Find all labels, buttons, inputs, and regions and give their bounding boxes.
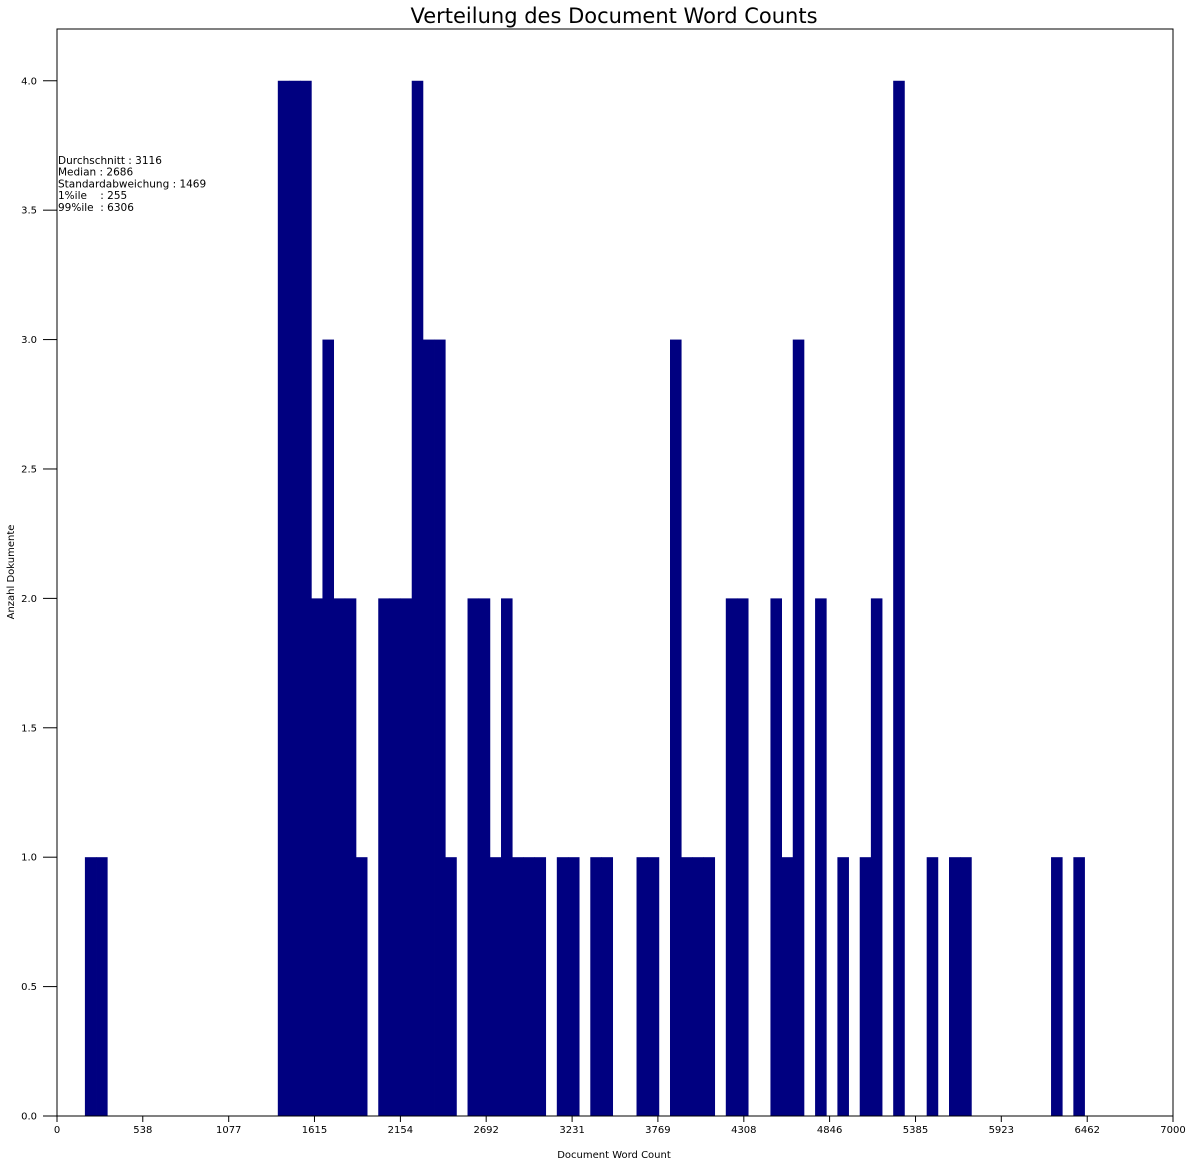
histogram-bar bbox=[478, 598, 491, 1116]
histogram-bar bbox=[378, 598, 390, 1116]
histogram-bar bbox=[277, 80, 290, 1116]
x-tick-label: 6462 bbox=[1075, 1125, 1100, 1136]
histogram-bar bbox=[815, 598, 827, 1116]
y-tick-label: 3.0 bbox=[21, 335, 37, 346]
stats-line: Standardabweichung : 1469 bbox=[58, 178, 206, 190]
histogram-bar bbox=[489, 857, 502, 1116]
x-tick-label: 2154 bbox=[388, 1125, 413, 1136]
y-tick-label: 2.0 bbox=[21, 594, 37, 605]
x-tick-label: 3231 bbox=[559, 1125, 584, 1136]
histogram-bar bbox=[501, 598, 513, 1116]
y-tick-label: 4.0 bbox=[21, 76, 37, 87]
stats-line: Median : 2686 bbox=[58, 167, 133, 179]
x-tick-label: 3769 bbox=[645, 1125, 670, 1136]
histogram-bar bbox=[949, 857, 961, 1116]
histogram-bar bbox=[859, 857, 872, 1116]
x-tick-label: 2692 bbox=[473, 1125, 498, 1136]
stats-line: 1%ile : 255 bbox=[58, 190, 127, 202]
histogram-bar bbox=[355, 857, 368, 1116]
histogram-bar bbox=[567, 857, 580, 1116]
histogram-bar bbox=[311, 598, 323, 1116]
stats-line: 99%ile : 6306 bbox=[58, 202, 134, 214]
histogram-bar bbox=[837, 857, 849, 1116]
histogram-bar bbox=[333, 598, 346, 1116]
x-axis: 0 538 1077 1615 2154 2692 3231 3769 4308 4846 5385… bbox=[54, 1116, 1186, 1136]
histogram-bar bbox=[590, 857, 602, 1116]
bars-layer bbox=[84, 80, 1085, 1116]
x-tick-label: 538 bbox=[133, 1125, 152, 1136]
y-tick-label: 0.5 bbox=[21, 982, 37, 993]
y-tick-label: 1.5 bbox=[21, 723, 37, 734]
x-tick-label: 7000 bbox=[1160, 1125, 1185, 1136]
stats-line: Durchschnitt : 3116 bbox=[58, 155, 162, 167]
y-tick-label: 3.5 bbox=[21, 206, 37, 217]
histogram-bar bbox=[770, 598, 782, 1116]
x-tick-label: 5923 bbox=[989, 1125, 1014, 1136]
histogram-bar bbox=[1073, 857, 1085, 1116]
chart-title: Verteilung des Document Word Counts bbox=[410, 4, 817, 28]
histogram-bar bbox=[344, 598, 357, 1116]
y-tick-label: 1.0 bbox=[21, 853, 37, 864]
x-tick-label: 5385 bbox=[903, 1125, 928, 1136]
histogram-bar bbox=[1051, 857, 1063, 1116]
x-tick-label: 1077 bbox=[216, 1125, 241, 1136]
histogram-bar bbox=[681, 857, 693, 1116]
histogram-bar bbox=[736, 598, 749, 1116]
histogram-bar bbox=[893, 80, 905, 1116]
histogram-bar bbox=[467, 598, 480, 1116]
histogram-bar bbox=[870, 598, 883, 1116]
histogram-bar bbox=[523, 857, 535, 1116]
histogram-bar bbox=[534, 857, 547, 1116]
histogram-bar bbox=[512, 857, 524, 1116]
histogram-bar bbox=[692, 857, 704, 1116]
histogram-bar bbox=[411, 80, 424, 1116]
histogram-bar bbox=[300, 80, 312, 1116]
histogram-bar bbox=[389, 598, 401, 1116]
histogram-bar bbox=[792, 339, 805, 1116]
x-tick-label: 4846 bbox=[817, 1125, 842, 1136]
histogram-bar bbox=[434, 339, 446, 1116]
x-tick-label: 0 bbox=[54, 1125, 60, 1136]
y-axis-label: Anzahl Dokumente bbox=[6, 525, 17, 620]
x-tick-label: 4308 bbox=[731, 1125, 756, 1136]
histogram-bar bbox=[400, 598, 413, 1116]
y-axis: 0.0 0.5 1.0 1.5 2.0 2.5 3.0 3.5 4.0 bbox=[21, 76, 57, 1123]
histogram-bar bbox=[926, 857, 939, 1116]
histogram-bar bbox=[725, 598, 738, 1116]
histogram-bar bbox=[636, 857, 649, 1116]
histogram-bar bbox=[84, 857, 97, 1116]
histogram-bar bbox=[670, 339, 682, 1116]
histogram-bar bbox=[647, 857, 660, 1116]
histogram-bar bbox=[422, 339, 435, 1116]
histogram-bar bbox=[556, 857, 569, 1116]
histogram-bar bbox=[703, 857, 716, 1116]
x-axis-label: Document Word Count bbox=[557, 1150, 671, 1161]
histogram-bar bbox=[601, 857, 614, 1116]
histogram-bar bbox=[288, 80, 301, 1116]
y-tick-label: 0.0 bbox=[21, 1112, 37, 1123]
plot-frame bbox=[56, 28, 1174, 1117]
histogram-bar bbox=[322, 339, 335, 1116]
histogram-bar bbox=[445, 857, 457, 1116]
histogram-bar bbox=[960, 857, 972, 1116]
histogram-bar bbox=[96, 857, 108, 1116]
x-tick-label: 1615 bbox=[302, 1125, 327, 1136]
histogram-bar bbox=[781, 857, 794, 1116]
y-tick-label: 2.5 bbox=[21, 464, 37, 475]
